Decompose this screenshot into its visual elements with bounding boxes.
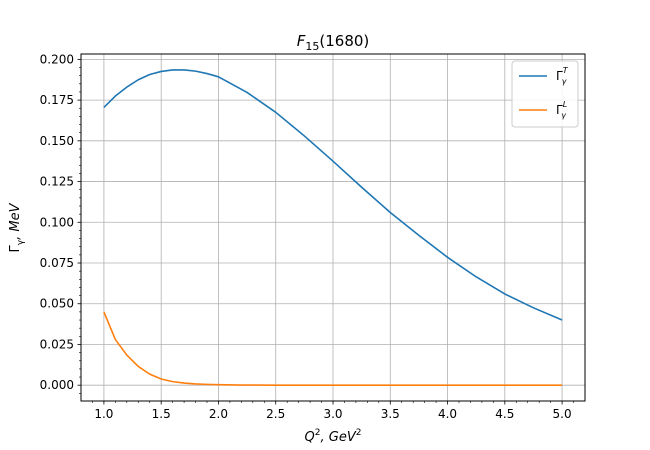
x-tick-label: 2.5: [266, 407, 285, 421]
y-tick-label: 0.050: [40, 297, 74, 311]
y-tick-label: 0.000: [40, 378, 74, 392]
y-axis: 0.000 0.025 0.050 0.075 0.100 0.125 0.150 0.175…: [40, 52, 81, 394]
x-tick-label: 4.5: [495, 407, 514, 421]
legend-box: [511, 60, 579, 128]
y-tick-label: 0.075: [40, 256, 74, 270]
y-tick-label: 0.175: [40, 93, 74, 107]
y-tick-label: 0.125: [40, 175, 74, 189]
x-axis-label: Q2, GeV2: [305, 428, 362, 445]
x-tick-label: 1.5: [152, 407, 171, 421]
legend: ΓT γ ΓL γ: [511, 60, 579, 128]
series-group: [103, 69, 563, 387]
x-tick-label: 4.0: [438, 407, 457, 421]
x-tick-label: 1.0: [94, 407, 113, 421]
series-line-longitudinal: [103, 311, 563, 387]
y-tick-label: 0.150: [40, 134, 74, 148]
y-axis-label: Γγ, MeV: [8, 202, 26, 252]
series-line-transverse: [103, 69, 563, 321]
y-tick-label: 0.100: [40, 215, 74, 229]
x-axis: 1.0 1.5 2.0 2.5 3.0 3.5 4.0 4.5 5.0: [92, 401, 574, 421]
x-tick-label: 3.5: [381, 407, 400, 421]
x-tick-label: 5.0: [553, 407, 572, 421]
chart-title: F15(1680): [297, 32, 370, 53]
x-tick-label: 2.0: [209, 407, 228, 421]
y-tick-label: 0.025: [40, 337, 74, 351]
legend-label-longitudinal: ΓL γ: [556, 100, 567, 120]
y-tick-label: 0.200: [40, 52, 74, 66]
legend-label-transverse: ΓT γ: [556, 66, 569, 86]
x-tick-label: 3.0: [323, 407, 342, 421]
